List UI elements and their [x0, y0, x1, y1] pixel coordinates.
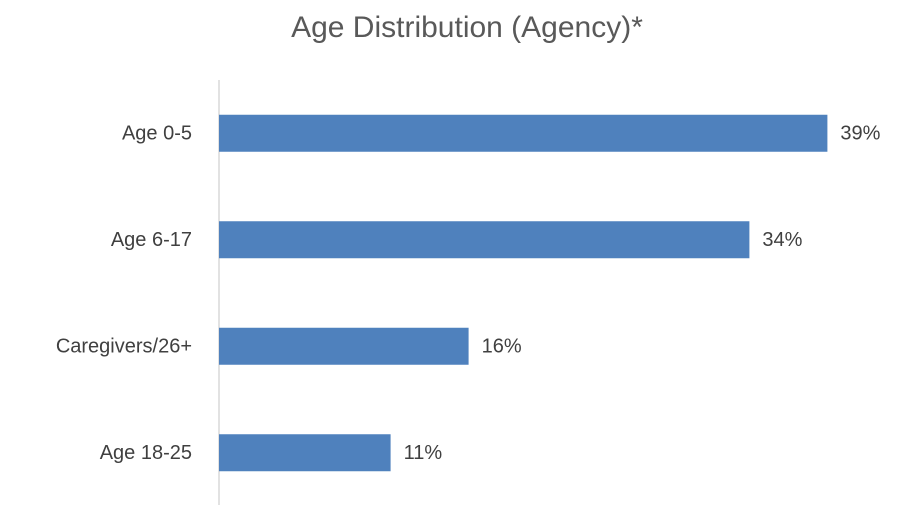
- chart-title: Age Distribution (Agency)*: [291, 11, 643, 44]
- bar: [219, 221, 750, 259]
- value-label: 11%: [404, 442, 443, 464]
- bar: [219, 434, 391, 472]
- value-label: 16%: [482, 336, 522, 358]
- y-tick-label: Age 18-25: [100, 442, 192, 464]
- y-tick-label: Caregivers/26+: [56, 336, 192, 358]
- value-label: 34%: [762, 229, 802, 251]
- value-label: 39%: [840, 123, 880, 145]
- bar: [219, 327, 469, 365]
- bar: [219, 114, 828, 152]
- y-tick-label: Age 6-17: [111, 229, 192, 251]
- y-tick-label: Age 0-5: [122, 123, 192, 145]
